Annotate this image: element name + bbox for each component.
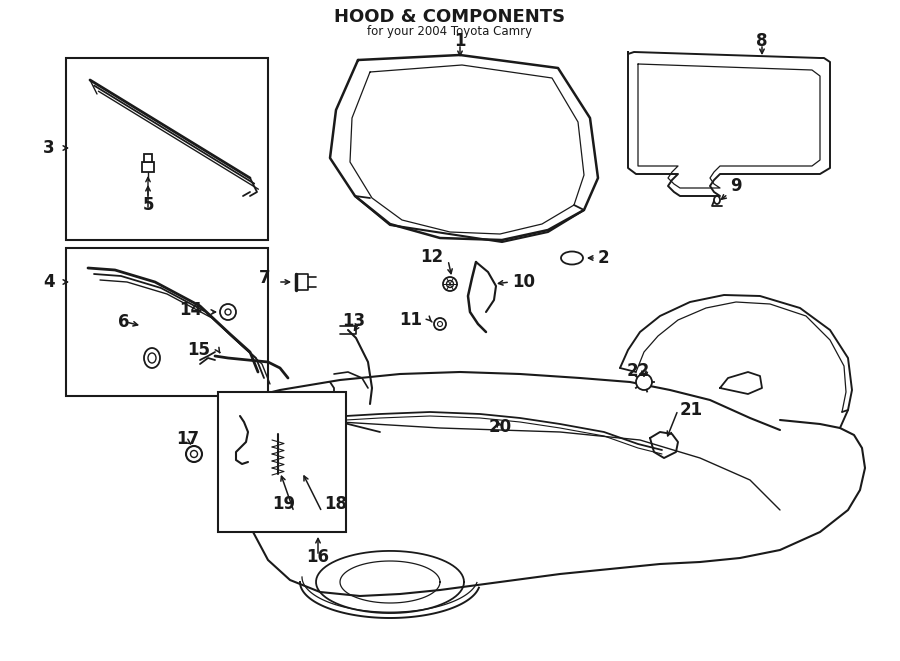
Bar <box>66 248 268 396</box>
Text: 21: 21 <box>680 401 703 419</box>
Ellipse shape <box>446 280 454 288</box>
Ellipse shape <box>225 309 231 315</box>
Ellipse shape <box>636 374 652 390</box>
Text: 1: 1 <box>454 32 466 50</box>
Text: 13: 13 <box>342 312 365 330</box>
Ellipse shape <box>561 251 583 264</box>
Ellipse shape <box>186 446 202 462</box>
Text: 22: 22 <box>626 362 650 380</box>
Bar <box>66 58 268 240</box>
Ellipse shape <box>191 451 197 457</box>
Ellipse shape <box>148 353 156 363</box>
Ellipse shape <box>714 196 720 204</box>
Text: 17: 17 <box>176 430 200 448</box>
Text: for your 2004 Toyota Camry: for your 2004 Toyota Camry <box>367 25 533 38</box>
Bar <box>142 162 154 172</box>
Text: 10: 10 <box>512 273 535 291</box>
Text: 12: 12 <box>420 248 444 266</box>
Bar <box>144 154 152 162</box>
Text: 14: 14 <box>179 301 202 319</box>
Text: 8: 8 <box>756 32 768 50</box>
Text: 18: 18 <box>324 495 347 513</box>
Text: 15: 15 <box>187 341 210 359</box>
Text: 4: 4 <box>43 273 55 291</box>
Ellipse shape <box>443 277 457 291</box>
Text: HOOD & COMPONENTS: HOOD & COMPONENTS <box>335 8 565 26</box>
Text: 19: 19 <box>272 495 295 513</box>
Ellipse shape <box>437 321 443 327</box>
Ellipse shape <box>144 348 160 368</box>
Bar <box>218 392 346 532</box>
Ellipse shape <box>220 304 236 320</box>
Text: 6: 6 <box>118 313 130 331</box>
Text: 9: 9 <box>730 177 742 195</box>
Text: 11: 11 <box>399 311 422 329</box>
Text: 20: 20 <box>489 418 511 436</box>
Text: 5: 5 <box>142 196 154 214</box>
Ellipse shape <box>434 318 446 330</box>
Text: 16: 16 <box>307 548 329 566</box>
Text: 3: 3 <box>43 139 55 157</box>
Text: 2: 2 <box>598 249 609 267</box>
Text: 7: 7 <box>258 269 270 287</box>
